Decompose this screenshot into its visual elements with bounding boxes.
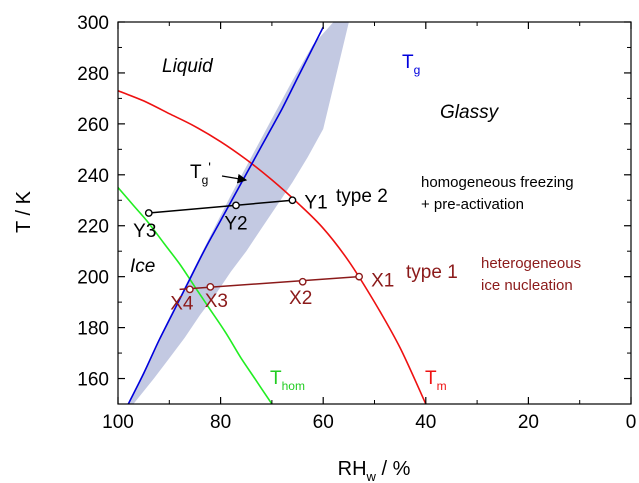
y-axis-ticks: 160 180 200 220 240 260 280 300: [77, 13, 631, 405]
y-tick-label: 160: [77, 370, 109, 391]
y-tick-label: 300: [77, 13, 109, 34]
point-label-y1: Y1: [304, 192, 327, 213]
thom-curve: [118, 186, 273, 404]
data-point-y1: [288, 196, 297, 205]
y-tick-label: 280: [77, 64, 109, 85]
point-label-x1: X1: [371, 271, 394, 292]
tm-curve-label: Tm: [425, 368, 447, 393]
tg-curve-label: Tg: [402, 52, 420, 77]
thom-curve-label: Thom: [270, 368, 305, 393]
data-point-x3: [206, 282, 215, 291]
heterogeneous-note-line2: ice nucleation: [481, 277, 573, 294]
plot-frame: [117, 21, 632, 405]
type2-points: Y1 Y2 Y3: [133, 192, 328, 242]
y-tick-label: 220: [77, 217, 109, 238]
tg-uncertainty-band: [128, 22, 349, 404]
homogeneous-note-line1: homogeneous freezing: [421, 174, 574, 191]
data-point-y2: [232, 201, 240, 210]
point-label-y3: Y3: [133, 221, 156, 242]
y-tick-label: 180: [77, 319, 109, 340]
tg-prime-label: Tg': [190, 159, 211, 187]
tm-curve: [118, 90, 427, 404]
type2-label: type 2: [336, 186, 388, 207]
data-point-x4: [185, 285, 194, 294]
type1-points: X1 X2 X3 X4: [170, 271, 394, 315]
x-axis-title: RHw / %: [338, 458, 411, 483]
glassy-region-label: Glassy: [440, 102, 500, 123]
point-label-x4: X4: [170, 293, 194, 314]
y-tick-label: 240: [77, 166, 109, 187]
tg-prime-arrow: [221, 173, 248, 184]
y-axis-title: T / K: [13, 190, 35, 233]
type1-label: type 1: [406, 262, 458, 283]
point-label-x2: X2: [289, 288, 312, 309]
x-tick-label: 60: [313, 412, 334, 433]
liquid-region-label: Liquid: [162, 56, 214, 77]
y-tick-label: 260: [77, 115, 109, 136]
heterogeneous-note-line1: heterogeneous: [481, 255, 581, 272]
x-tick-label: 80: [210, 412, 231, 433]
x-axis-ticks: 100 80 60 40 20 0: [102, 22, 636, 433]
point-label-x3: X3: [205, 291, 228, 312]
point-label-y2: Y2: [224, 213, 247, 234]
x-tick-label: 0: [626, 412, 637, 433]
x-tick-label: 100: [102, 412, 134, 433]
data-point-x1: [355, 272, 364, 281]
x-tick-label: 40: [415, 412, 436, 433]
data-point-y3: [144, 209, 153, 217]
homogeneous-note-line2: + pre-activation: [421, 196, 524, 213]
x-tick-label: 20: [518, 412, 539, 433]
ice-region-label: Ice: [130, 256, 155, 277]
y-tick-label: 200: [77, 268, 109, 289]
data-point-x2: [298, 277, 307, 286]
type2-trajectory-line: [148, 199, 293, 214]
